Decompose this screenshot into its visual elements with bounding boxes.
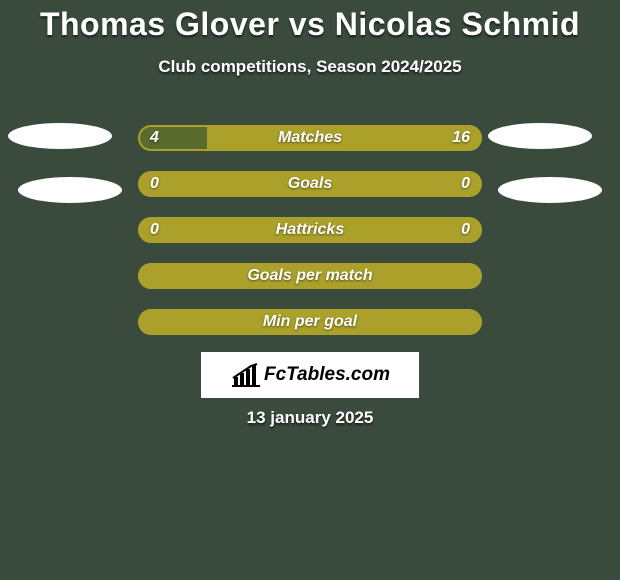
stat-value-left: 0	[150, 171, 159, 197]
comparison-infographic: Thomas Glover vs Nicolas Schmid Club com…	[0, 0, 620, 580]
logo-chart-icon	[230, 363, 260, 387]
stat-row: Goals0 0	[138, 171, 482, 197]
stat-row: Hattricks0 0	[138, 217, 482, 243]
stat-value-right: 0	[461, 171, 470, 197]
player-right-avatar-top	[488, 123, 592, 149]
stat-label: Goals per match	[138, 263, 482, 289]
stat-bars: Matches416Goals00Hattricks00Goals per ma…	[138, 125, 482, 355]
logo-text: FcTables.com	[264, 364, 390, 386]
stat-row: Matches4 16	[138, 125, 482, 151]
date-text: 13 january 2025	[0, 408, 620, 428]
player-left-avatar-top	[8, 123, 112, 149]
stat-label: Min per goal	[138, 309, 482, 335]
stat-row: Min per goal	[138, 309, 482, 335]
stat-row: Goals per match	[138, 263, 482, 289]
page-title: Thomas Glover vs Nicolas Schmid	[0, 0, 620, 43]
logo-box: FcTables.com	[201, 352, 419, 398]
stat-value-left: 0	[150, 217, 159, 243]
stat-label: Hattricks	[138, 217, 482, 243]
stat-label: Goals	[138, 171, 482, 197]
stat-value-left: 4	[150, 125, 159, 151]
player-left-avatar-bottom	[18, 177, 122, 203]
stat-value-right: 0	[461, 217, 470, 243]
stat-value-right: 16	[452, 125, 470, 151]
stat-label: Matches	[138, 125, 482, 151]
player-right-avatar-bottom	[498, 177, 602, 203]
subtitle: Club competitions, Season 2024/2025	[0, 57, 620, 77]
